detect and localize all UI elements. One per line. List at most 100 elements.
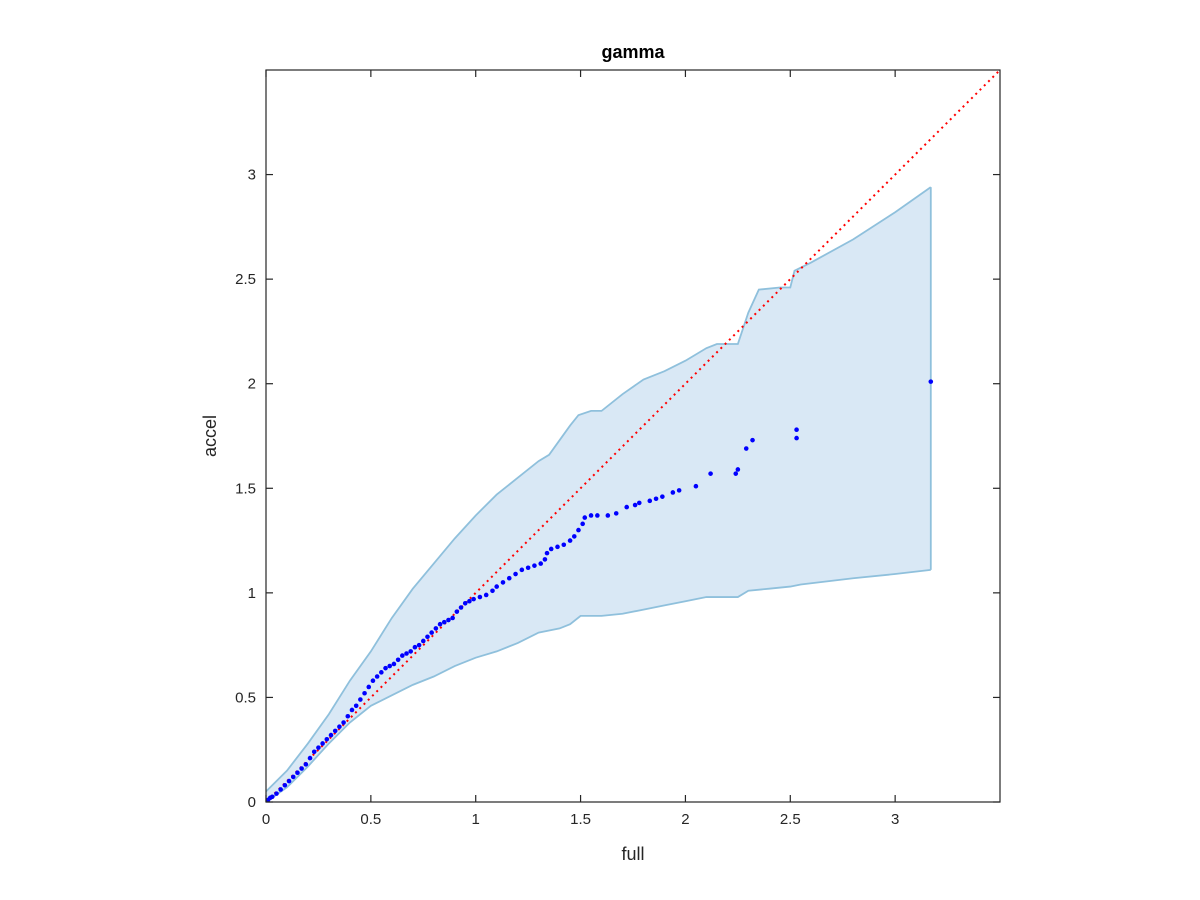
data-point (588, 513, 594, 518)
data-point (595, 513, 600, 518)
data-point (750, 437, 755, 443)
data-point (328, 732, 334, 738)
plot-area (266, 70, 1000, 802)
data-point (303, 762, 309, 767)
data-point (794, 435, 799, 441)
data-point (532, 563, 537, 568)
x-tick-label: 1.5 (570, 811, 591, 828)
data-point (576, 527, 581, 533)
data-point (307, 755, 313, 761)
data-point (341, 720, 346, 725)
data-point (458, 605, 464, 610)
axes-frame (265, 69, 1001, 803)
x-tick-label: 0.5 (360, 811, 381, 828)
data-point (632, 502, 638, 508)
data-point (519, 567, 525, 573)
y-tick-label: 0 (248, 794, 256, 811)
data-point (542, 557, 548, 562)
data-point (387, 663, 393, 669)
data-point (544, 550, 550, 556)
data-point (928, 379, 934, 384)
data-point (395, 657, 401, 663)
data-point (548, 546, 554, 552)
data-point (370, 678, 376, 683)
data-point (412, 644, 418, 650)
data-point (324, 736, 330, 742)
data-point (311, 749, 317, 755)
y-tick-label: 1 (248, 585, 256, 602)
y-axis-label: accel (200, 415, 220, 457)
y-tick-label: 2 (248, 376, 256, 393)
data-point (580, 521, 585, 527)
x-tick-label: 2 (681, 811, 689, 828)
data-point (400, 653, 405, 658)
data-point (733, 471, 739, 476)
data-point (676, 488, 682, 493)
data-point (653, 496, 659, 502)
data-point (735, 467, 741, 472)
data-point (278, 787, 283, 792)
y-tick-label: 3 (248, 167, 256, 184)
data-point (269, 794, 275, 800)
data-point (274, 791, 279, 796)
data-point (282, 782, 288, 788)
data-point (670, 490, 676, 495)
confidence-band (266, 187, 931, 802)
chart-title: gamma (601, 42, 665, 62)
data-point (362, 690, 367, 696)
data-point (358, 697, 363, 702)
x-tick-label: 1 (472, 811, 480, 828)
data-point (446, 617, 451, 623)
data-point (462, 601, 468, 606)
data-point (538, 561, 544, 566)
data-point (582, 515, 588, 520)
y-tick-label: 1.5 (235, 480, 256, 497)
data-point (429, 630, 434, 635)
data-point (490, 588, 495, 594)
axes: 0 0.5 1 1.5 2 2.5 3 0 0.5 1 1.5 2 2.5 3 (235, 69, 1001, 828)
data-point (567, 538, 573, 543)
data-point (345, 713, 351, 719)
data-point (506, 575, 512, 581)
data-point (425, 634, 430, 640)
data-point (471, 596, 476, 602)
data-point (337, 724, 342, 730)
data-point (708, 471, 713, 476)
data-point (555, 544, 560, 550)
data-point (408, 649, 414, 654)
y-tick-label: 0.5 (235, 689, 256, 706)
data-point (693, 483, 699, 489)
data-point (379, 670, 384, 675)
data-point (391, 661, 397, 667)
data-point (636, 500, 642, 506)
data-point (299, 766, 304, 771)
data-point (647, 498, 653, 504)
data-point (320, 741, 325, 746)
y-tick-label: 2.5 (235, 271, 256, 288)
data-point (433, 626, 439, 631)
data-point (374, 674, 380, 679)
band-lower-edge (266, 568, 931, 802)
data-point (660, 494, 665, 499)
data-point (383, 665, 388, 671)
x-tick-label: 2.5 (780, 811, 801, 828)
data-point (316, 745, 321, 750)
data-point (295, 770, 300, 776)
data-point (437, 621, 443, 627)
data-point (286, 778, 292, 784)
data-point (613, 511, 619, 516)
data-point (494, 584, 499, 589)
data-point (416, 642, 422, 648)
data-point (332, 728, 338, 734)
x-tick-label: 0 (262, 811, 270, 828)
data-point (467, 598, 472, 604)
data-point (571, 534, 577, 539)
x-axis-label: full (621, 844, 644, 864)
data-point (404, 651, 409, 656)
data-point (525, 565, 531, 571)
data-point (483, 592, 489, 598)
x-tick-label: 3 (891, 811, 899, 828)
data-point (450, 615, 455, 621)
data-point (513, 571, 518, 577)
